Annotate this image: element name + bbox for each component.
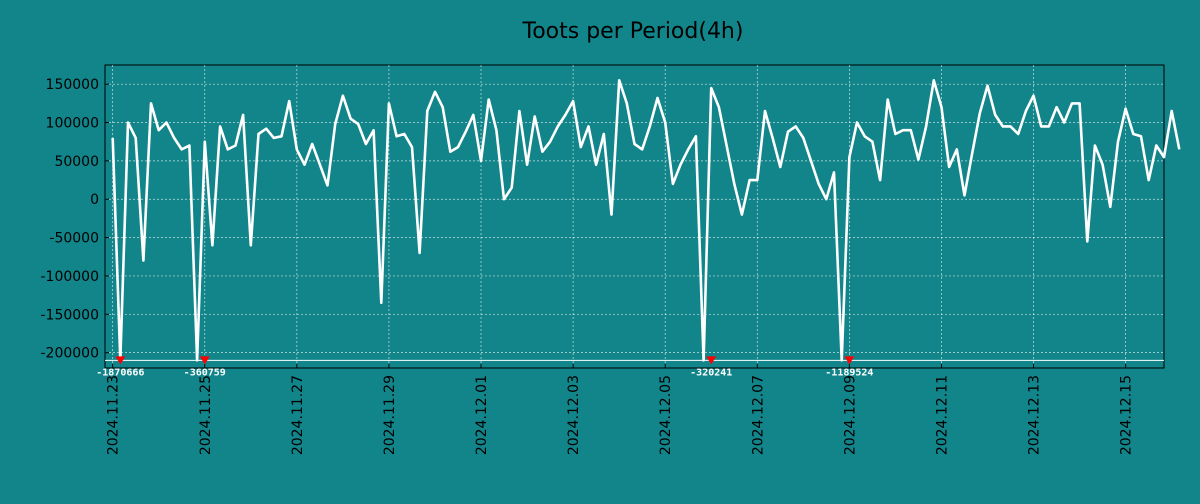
x-tick-label: 2024.12.13 [1027, 375, 1043, 455]
x-tick-label: 2024.12.07 [750, 375, 766, 455]
x-tick-label: 2024.11.27 [290, 375, 306, 455]
y-tick-label: 0 [90, 192, 99, 208]
y-tick-label: -50000 [49, 231, 99, 247]
outlier-label: -1189524 [825, 367, 873, 378]
y-tick-label: -200000 [41, 346, 100, 362]
x-tick-label: 2024.11.29 [382, 375, 398, 455]
outlier-marker [115, 356, 126, 365]
outlier-marker [844, 356, 855, 365]
x-axis: 2024.11.23 2024.11.25 2024.11.27 2024.11.29… [106, 364, 1135, 455]
y-tick-label: 150000 [46, 77, 99, 93]
y-tick-label: 50000 [54, 154, 99, 170]
x-tick-label: 2024.12.01 [474, 375, 490, 455]
x-tick-label: 2024.12.03 [566, 375, 582, 455]
y-tick-label: -150000 [41, 307, 100, 323]
y-tick-label: 100000 [46, 116, 99, 132]
x-tick-label: 2024.11.25 [198, 375, 214, 455]
y-tick-label: -100000 [41, 269, 100, 285]
x-tick-label: 2024.12.11 [934, 375, 950, 455]
x-tick-label: 2024.12.05 [658, 375, 674, 455]
grid-lines [105, 65, 1164, 368]
chart-title: Toots per Period(4h) [522, 19, 744, 44]
outlier-markers: -1870666 -360759 -320241 -1189524 [96, 356, 873, 378]
series-layer [111, 79, 1181, 362]
x-tick-label: 2024.12.15 [1119, 375, 1135, 455]
outlier-marker [199, 356, 210, 365]
outlier-label: -320241 [690, 367, 732, 378]
x-tick-label: 2024.12.09 [842, 375, 858, 455]
outlier-label: -1870666 [96, 367, 144, 378]
series-line [111, 79, 1181, 362]
outlier-label: -360759 [184, 367, 226, 378]
plot-area [104, 64, 1165, 369]
outlier-marker [706, 356, 717, 365]
x-tick-label: 2024.11.23 [106, 375, 122, 455]
y-axis: 150000 100000 50000 0 -50000 -100000 -150000 -2… [41, 77, 109, 362]
